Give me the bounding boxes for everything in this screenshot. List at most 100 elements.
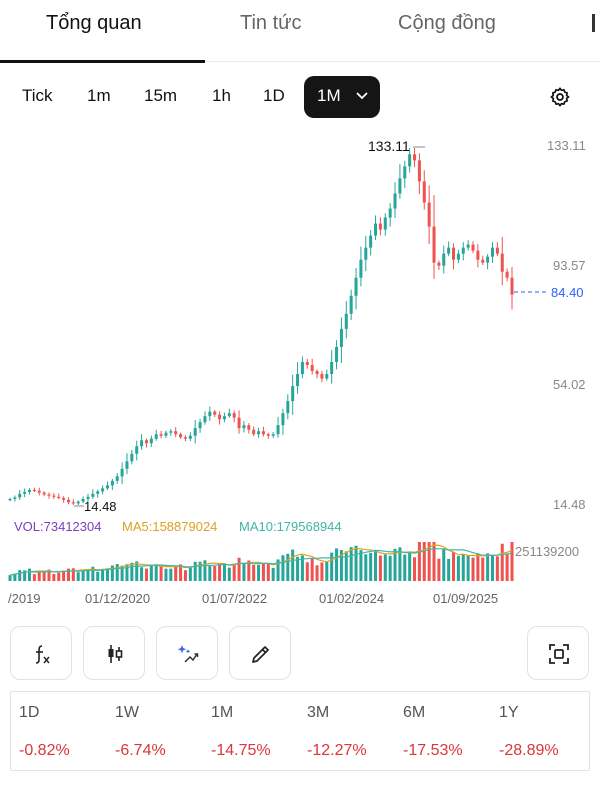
date-axis-label: 01/09/2025 (433, 591, 498, 606)
candle-body (330, 361, 334, 375)
ai-analysis-button[interactable] (156, 626, 218, 680)
candle-body (237, 417, 241, 429)
change-value: -28.89% (499, 742, 559, 759)
candle-body (286, 401, 290, 414)
volume-bar (325, 561, 329, 581)
candle-body (174, 431, 178, 435)
volume-bar (442, 548, 446, 581)
pencil-icon (252, 646, 269, 663)
price-axis-label: 93.57 (553, 258, 586, 273)
volume-bar (378, 555, 382, 581)
timeframe-1h[interactable]: 1h (212, 86, 231, 105)
timeframe-tick[interactable]: Tick (22, 86, 53, 105)
volume-bar (486, 553, 490, 581)
volume-bar (413, 557, 417, 581)
drawing-tool-button[interactable] (229, 626, 291, 680)
timeframe-15m[interactable]: 15m (144, 86, 178, 105)
vol-indicator: VOL:73412304 (14, 519, 101, 534)
volume-bar (13, 573, 17, 581)
candle-body (135, 446, 139, 454)
volume-bar (398, 547, 402, 581)
candle-body (374, 223, 378, 236)
volume-bar (417, 542, 421, 581)
candle-body (305, 361, 309, 366)
volume-bar (164, 568, 168, 581)
candle-body (47, 494, 51, 496)
volume-bar (505, 553, 509, 581)
candle-body (300, 361, 304, 375)
performance-cell: 6M -17.53% (403, 704, 463, 760)
period-label: 1W (115, 704, 139, 721)
timeframe-1m[interactable]: 1m (87, 86, 111, 105)
tab-overview[interactable]: Tổng quan (46, 12, 142, 34)
candle-body (179, 434, 183, 438)
volume-bar (183, 570, 187, 581)
candle-body (91, 493, 95, 497)
candle-body (169, 431, 173, 433)
candle-body (325, 374, 329, 379)
tab-community[interactable]: Cộng đồng (398, 12, 496, 34)
candle-body (125, 461, 129, 469)
volume-bar (91, 566, 95, 581)
candle-body (32, 489, 36, 492)
volume-bar (42, 570, 46, 581)
settings-gear-icon[interactable] (549, 86, 571, 108)
candle-body (257, 431, 261, 435)
candle-body (490, 247, 495, 257)
chart-type-button[interactable] (83, 626, 145, 680)
volume-bar (291, 549, 295, 581)
ma5-indicator: MA5:158879024 (122, 519, 217, 534)
period-label: 3M (307, 704, 330, 721)
candle-body (432, 226, 436, 263)
volume-bar (276, 559, 280, 581)
volume-bars (8, 542, 514, 581)
price-axis-label: 54.02 (553, 377, 586, 392)
candle-body (359, 259, 363, 278)
volume-bar (320, 562, 324, 581)
candle-body (271, 434, 275, 436)
volume-bar (37, 571, 41, 581)
volume-bar (461, 554, 465, 581)
candle-body (291, 386, 295, 402)
volume-bar (130, 562, 134, 581)
timeframe-1mo-dropdown[interactable]: 1M (304, 76, 380, 118)
price-chart[interactable]: 133.11 93.57 54.02 14.48 84.40 133.11 14… (0, 130, 600, 610)
candle-body (500, 253, 504, 272)
candle-body (510, 277, 514, 295)
volume-bar (179, 564, 183, 581)
volume-bar (300, 555, 304, 581)
candle-body (66, 499, 70, 503)
candle-body (120, 468, 124, 477)
volume-bar (115, 564, 119, 581)
volume-bar (174, 565, 178, 581)
timeframe-1d[interactable]: 1D (263, 86, 285, 105)
candle-body (222, 416, 226, 420)
candle-body (193, 428, 197, 436)
last-price-label: 84.40 (551, 285, 584, 300)
candle-body (140, 440, 144, 447)
candle-body (144, 440, 148, 444)
candle-body (154, 434, 158, 439)
tab-news[interactable]: Tin tức (240, 12, 302, 34)
volume-bar (135, 561, 139, 581)
candle-body (218, 414, 222, 420)
timeframe-selected-label: 1M (317, 86, 341, 105)
candle-body (486, 256, 490, 263)
fullscreen-button[interactable] (527, 626, 589, 680)
volume-bar (437, 558, 441, 581)
indicator-fx-button[interactable] (10, 626, 72, 680)
volume-bar (159, 565, 163, 581)
candle-body (227, 413, 231, 417)
volume-bar (349, 547, 353, 581)
candle-body (335, 346, 339, 362)
volume-bar (52, 574, 56, 581)
high-marker-label: 133.11 (368, 138, 410, 154)
candle-body (76, 501, 80, 504)
date-axis-label: 01/12/2020 (85, 591, 150, 606)
candle-body (447, 247, 451, 254)
candle-body (281, 413, 285, 426)
volume-bar (296, 556, 300, 581)
candle-body (408, 154, 412, 167)
volume-bar (247, 560, 251, 581)
volume-bar (154, 564, 158, 581)
